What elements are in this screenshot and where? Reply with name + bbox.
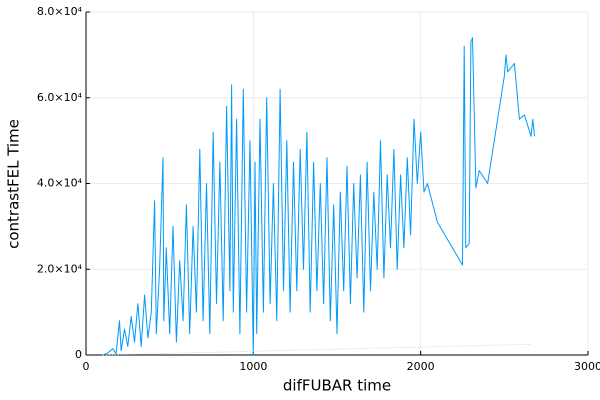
y-tick-label: 8.0×10⁴ <box>37 5 83 18</box>
line-series <box>102 37 535 356</box>
y-tick-label: 6.0×10⁴ <box>37 91 83 104</box>
y-axis-title: contrastFEL Time <box>5 119 23 249</box>
x-tick-label: 1000 <box>239 360 267 373</box>
y-tick-label: 2.0×10⁴ <box>37 262 83 275</box>
x-tick-label: 0 <box>83 360 90 373</box>
line-series <box>102 343 532 356</box>
y-tick-label: 0 <box>75 348 82 361</box>
x-axis-title: difFUBAR time <box>283 377 391 395</box>
x-tick-label: 2000 <box>407 360 435 373</box>
y-tick-label: 4.0×10⁴ <box>37 177 83 190</box>
x-tick-label: 3000 <box>574 360 600 373</box>
